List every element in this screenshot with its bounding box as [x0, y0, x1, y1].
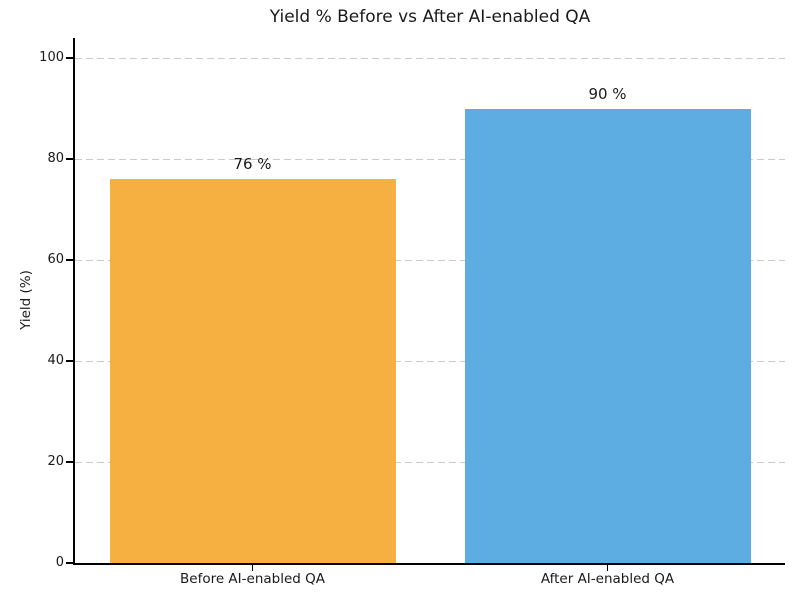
y-tick-label: 100: [39, 50, 64, 66]
x-tick-label: After AI-enabled QA: [540, 571, 675, 587]
y-tick-mark: [66, 259, 73, 261]
y-tick-label: 40: [47, 353, 64, 369]
bar-value-label: 76 %: [233, 155, 272, 174]
y-tick-mark: [66, 562, 73, 564]
bar-before: [109, 179, 396, 563]
y-axis-label: Yield (%): [18, 270, 34, 330]
y-tick-label: 60: [47, 252, 64, 268]
y-axis-spine: [73, 38, 75, 565]
y-tick-mark: [66, 360, 73, 362]
bar-value-label: 90 %: [588, 84, 627, 103]
grid-line: [75, 57, 785, 59]
y-tick-mark: [66, 461, 73, 463]
x-axis-spine: [73, 563, 785, 565]
x-tick-mark: [606, 565, 609, 571]
y-tick-label: 0: [55, 555, 64, 570]
grid-line: [75, 360, 785, 362]
bar-after: [464, 108, 751, 563]
grid-line: [75, 461, 785, 463]
y-tick-label: 20: [47, 454, 64, 470]
y-tick-mark: [66, 158, 73, 160]
x-tick-label: Before AI-enabled QA: [180, 571, 325, 587]
y-tick-mark: [66, 57, 73, 59]
y-tick-label: 80: [47, 151, 64, 167]
chart-title: Yield % Before vs After AI-enabled QA: [269, 7, 591, 27]
x-tick-mark: [251, 565, 254, 571]
grid-line: [75, 158, 785, 160]
grid-line: [75, 259, 785, 261]
